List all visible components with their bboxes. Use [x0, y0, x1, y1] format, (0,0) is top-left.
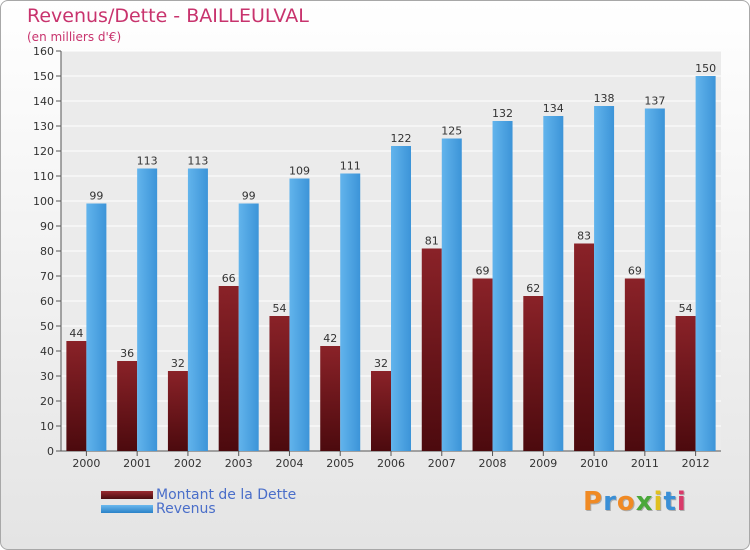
logo-letter: r — [603, 487, 617, 517]
data-label-debt: 36 — [120, 347, 134, 360]
y-tick-label: 100 — [33, 195, 54, 208]
y-tick-label: 60 — [40, 295, 54, 308]
bar-revenue — [238, 203, 259, 451]
x-tick-label: 2000 — [72, 457, 100, 470]
y-tick-label: 120 — [33, 145, 54, 158]
data-label-debt: 81 — [425, 235, 439, 248]
data-label-revenue: 134 — [543, 102, 564, 115]
y-tick-label: 20 — [40, 395, 54, 408]
x-tick-label: 2001 — [123, 457, 151, 470]
x-tick-label: 2012 — [682, 457, 710, 470]
bar-revenue — [86, 203, 107, 451]
logo-letter: o — [616, 487, 636, 517]
data-label-debt: 66 — [222, 272, 236, 285]
y-tick-label: 10 — [40, 420, 54, 433]
bar-revenue — [187, 168, 208, 451]
bar-revenue — [543, 116, 564, 451]
data-label-debt: 54 — [272, 302, 286, 315]
bar-revenue — [695, 76, 716, 451]
logo-letter: x — [635, 487, 654, 517]
bar-debt — [167, 371, 188, 451]
bar-debt — [675, 316, 696, 451]
x-tick-label: 2009 — [529, 457, 557, 470]
chart-title: Revenus/Dette - BAILLEULVAL — [27, 5, 309, 27]
data-label-revenue: 137 — [644, 95, 665, 108]
y-tick-label: 150 — [33, 70, 54, 83]
x-tick-label: 2007 — [428, 457, 456, 470]
data-label-revenue: 109 — [289, 165, 310, 178]
data-label-revenue: 150 — [695, 62, 716, 75]
data-label-debt: 69 — [628, 265, 642, 278]
proxiti-logo: Proxiti — [583, 487, 687, 517]
data-label-debt: 54 — [679, 302, 693, 315]
data-label-revenue: 99 — [89, 190, 103, 203]
x-tick-label: 2004 — [275, 457, 303, 470]
bar-revenue — [441, 138, 462, 451]
y-tick-label: 50 — [40, 320, 54, 333]
data-label-debt: 83 — [577, 230, 591, 243]
data-label-revenue: 111 — [340, 160, 361, 173]
legend-swatch-revenue — [101, 505, 153, 513]
bar-debt — [371, 371, 391, 451]
data-label-revenue: 99 — [242, 190, 256, 203]
data-label-revenue: 132 — [492, 107, 513, 120]
bar-debt — [66, 341, 87, 451]
data-label-revenue: 122 — [391, 132, 412, 145]
logo-letter: i — [653, 487, 664, 517]
bar-revenue — [644, 108, 665, 451]
y-tick-label: 90 — [40, 220, 54, 233]
bar-debt — [421, 248, 442, 451]
data-label-revenue: 113 — [137, 155, 158, 168]
logo-letter: i — [676, 487, 687, 517]
bar-debt — [269, 316, 290, 451]
y-tick-label: 30 — [40, 370, 54, 383]
bar-revenue — [137, 168, 158, 451]
bar-debt — [218, 286, 239, 451]
x-tick-label: 2008 — [479, 457, 507, 470]
x-tick-label: 2011 — [631, 457, 659, 470]
legend-label-revenue: Revenus — [156, 501, 216, 517]
y-tick-label: 40 — [40, 345, 54, 358]
bar-revenue — [340, 173, 361, 451]
bar-debt — [472, 278, 493, 451]
data-label-debt: 32 — [374, 357, 388, 370]
logo-letter: t — [663, 487, 677, 517]
y-tick-label: 140 — [33, 95, 54, 108]
bar-debt — [320, 346, 341, 451]
bar-revenue — [594, 106, 615, 451]
legend-swatch-debt — [101, 491, 153, 499]
data-label-debt: 69 — [476, 265, 490, 278]
logo-letter: P — [583, 487, 604, 517]
data-label-debt: 44 — [69, 327, 83, 340]
y-tick-label: 110 — [33, 170, 54, 183]
x-tick-label: 2006 — [377, 457, 405, 470]
y-tick-label: 130 — [33, 120, 54, 133]
bar-revenue — [492, 121, 513, 451]
data-label-revenue: 113 — [187, 155, 208, 168]
y-tick-label: 80 — [40, 245, 54, 258]
data-label-revenue: 138 — [594, 92, 615, 105]
legend-label-debt: Montant de la Dette — [156, 487, 297, 503]
y-tick-label: 160 — [33, 45, 54, 58]
data-label-debt: 32 — [171, 357, 185, 370]
bar-debt — [117, 361, 138, 451]
bar-debt — [574, 243, 595, 451]
bar-debt — [523, 296, 544, 451]
x-tick-label: 2010 — [580, 457, 608, 470]
x-tick-label: 2003 — [225, 457, 253, 470]
bar-revenue — [289, 178, 310, 451]
bar-revenue — [391, 146, 411, 451]
data-label-debt: 42 — [323, 332, 337, 345]
x-tick-label: 2005 — [326, 457, 354, 470]
data-label-revenue: 125 — [441, 125, 462, 138]
chart-subtitle: (en milliers d'€) — [27, 30, 122, 44]
x-tick-label: 2002 — [174, 457, 202, 470]
y-tick-label: 0 — [47, 445, 54, 458]
y-tick-label: 70 — [40, 270, 54, 283]
data-label-debt: 62 — [526, 282, 540, 295]
bar-debt — [624, 278, 645, 451]
